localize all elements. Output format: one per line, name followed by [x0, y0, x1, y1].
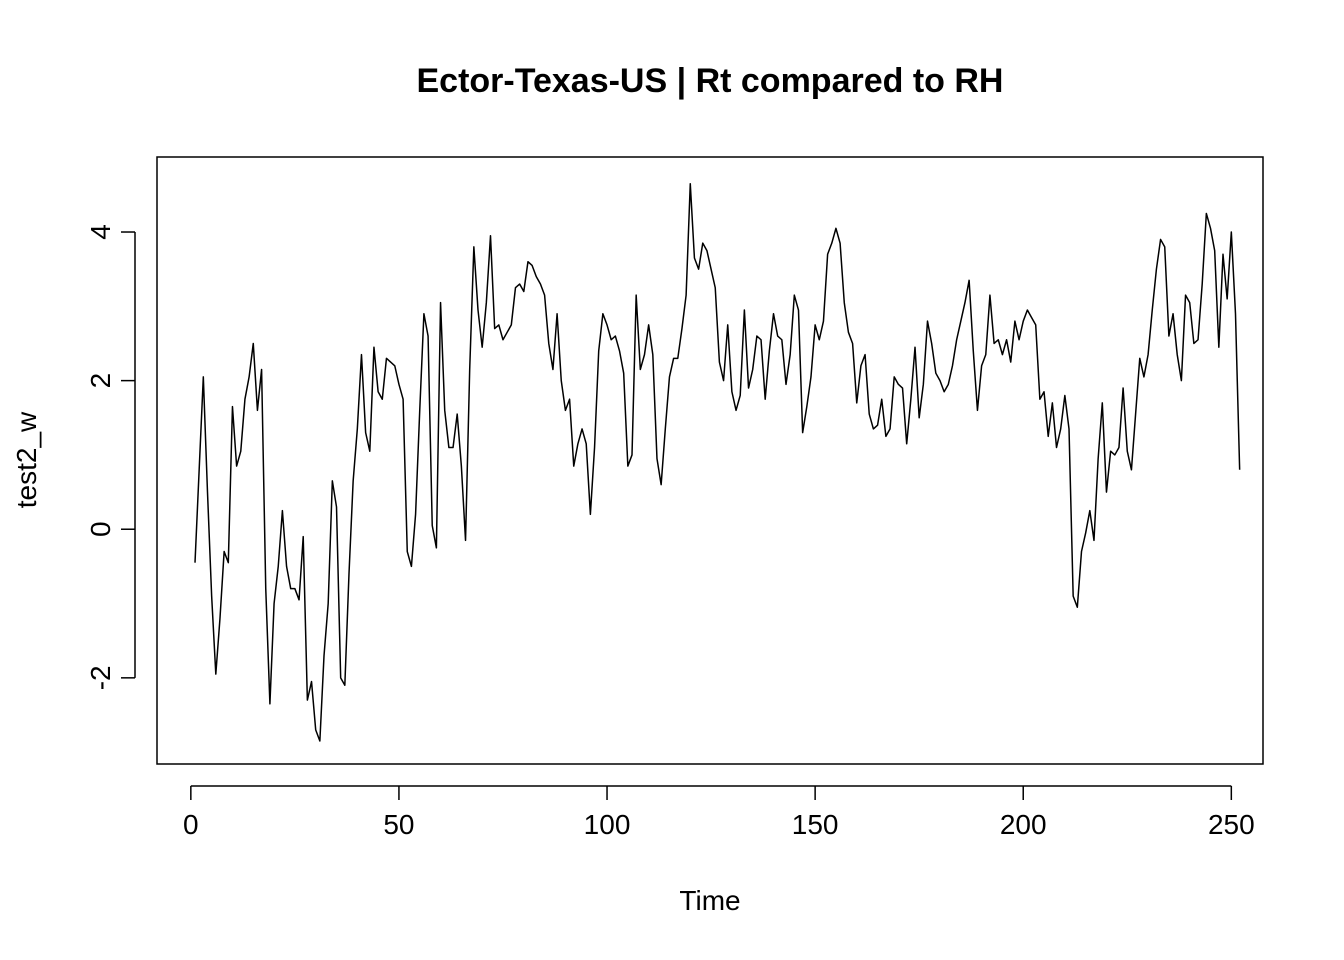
y-tick-label: -2 — [85, 665, 116, 690]
x-axis-label: Time — [679, 885, 740, 916]
x-tick-label: 50 — [383, 809, 414, 840]
y-axis: -2 0 2 4 — [85, 224, 136, 690]
x-tick-label: 0 — [183, 809, 199, 840]
y-tick-label: 2 — [85, 373, 116, 389]
plot-frame — [156, 156, 1264, 765]
x-tick-label: 250 — [1208, 809, 1255, 840]
y-tick-label: 4 — [85, 224, 116, 240]
series-line — [194, 182, 1241, 742]
y-tick-label: 0 — [85, 521, 116, 537]
x-tick-label: 100 — [584, 809, 631, 840]
x-tick-label: 150 — [792, 809, 839, 840]
x-axis: 0 50 100 150 200 250 — [183, 785, 1255, 840]
chart-title: Ector-Texas-US | Rt compared to RH — [417, 62, 1004, 100]
y-axis-label: test2_w — [11, 411, 42, 508]
x-tick-label: 200 — [1000, 809, 1047, 840]
